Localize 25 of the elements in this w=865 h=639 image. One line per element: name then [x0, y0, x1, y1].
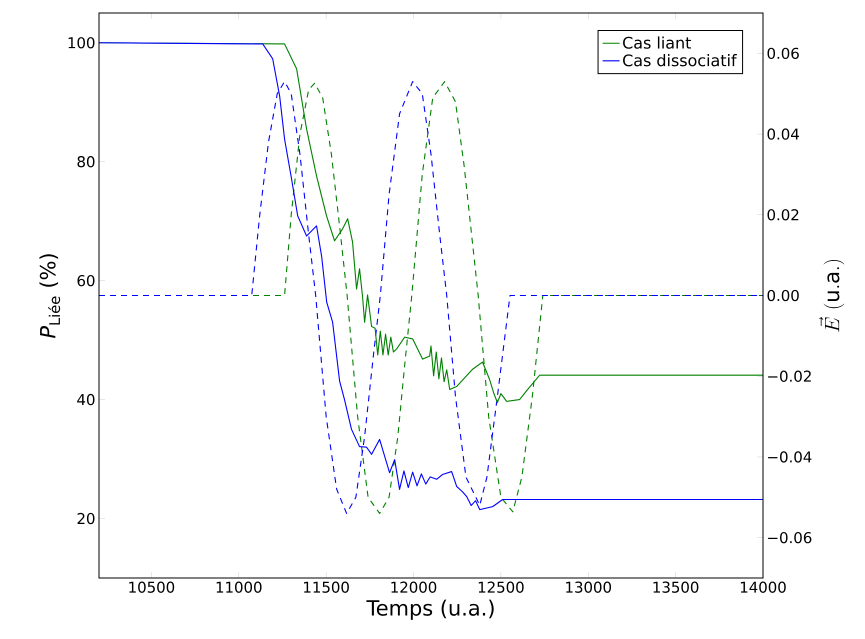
legend-label: Cas liant [623, 36, 692, 49]
x-tick-label: 12000 [391, 582, 436, 593]
y-tick-label: 60 [78, 274, 94, 286]
y2-tick-label: −0.02 [768, 370, 811, 382]
legend-label: Cas dissociatif [623, 54, 737, 66]
y-tick-label: 100 [68, 37, 94, 48]
y2-tick-label: 0.02 [768, 209, 798, 220]
x-tick-label: 10500 [129, 582, 174, 593]
x-tick-label: 13000 [566, 582, 612, 593]
y2-axis-title: $\vec{E}\ \mathrm{(u.a.)}$ [819, 260, 844, 332]
y-tick-label: 40 [77, 394, 94, 406]
y-tick-label: 80 [77, 156, 94, 168]
x-tick-label: 11500 [304, 582, 349, 593]
x-tick-label: 13500 [654, 582, 698, 593]
x-tick-label: 12500 [478, 582, 524, 593]
y-tick-label: 20 [78, 512, 94, 524]
y2-tick-label: −0.04 [768, 451, 812, 463]
y2-tick-label: 0.04 [768, 128, 799, 140]
x-tick-label: 14000 [740, 582, 786, 593]
y2-tick-label: 0.06 [768, 48, 799, 59]
y2-tick-label: −0.06 [768, 532, 812, 544]
y-axis-title: P$_{Liée}$ (%) [39, 254, 60, 338]
x-tick-label: 11000 [216, 582, 262, 593]
x-axis-title: Temps (u.a.) [366, 600, 494, 620]
y2-tick-label: 0.00 [768, 290, 799, 302]
